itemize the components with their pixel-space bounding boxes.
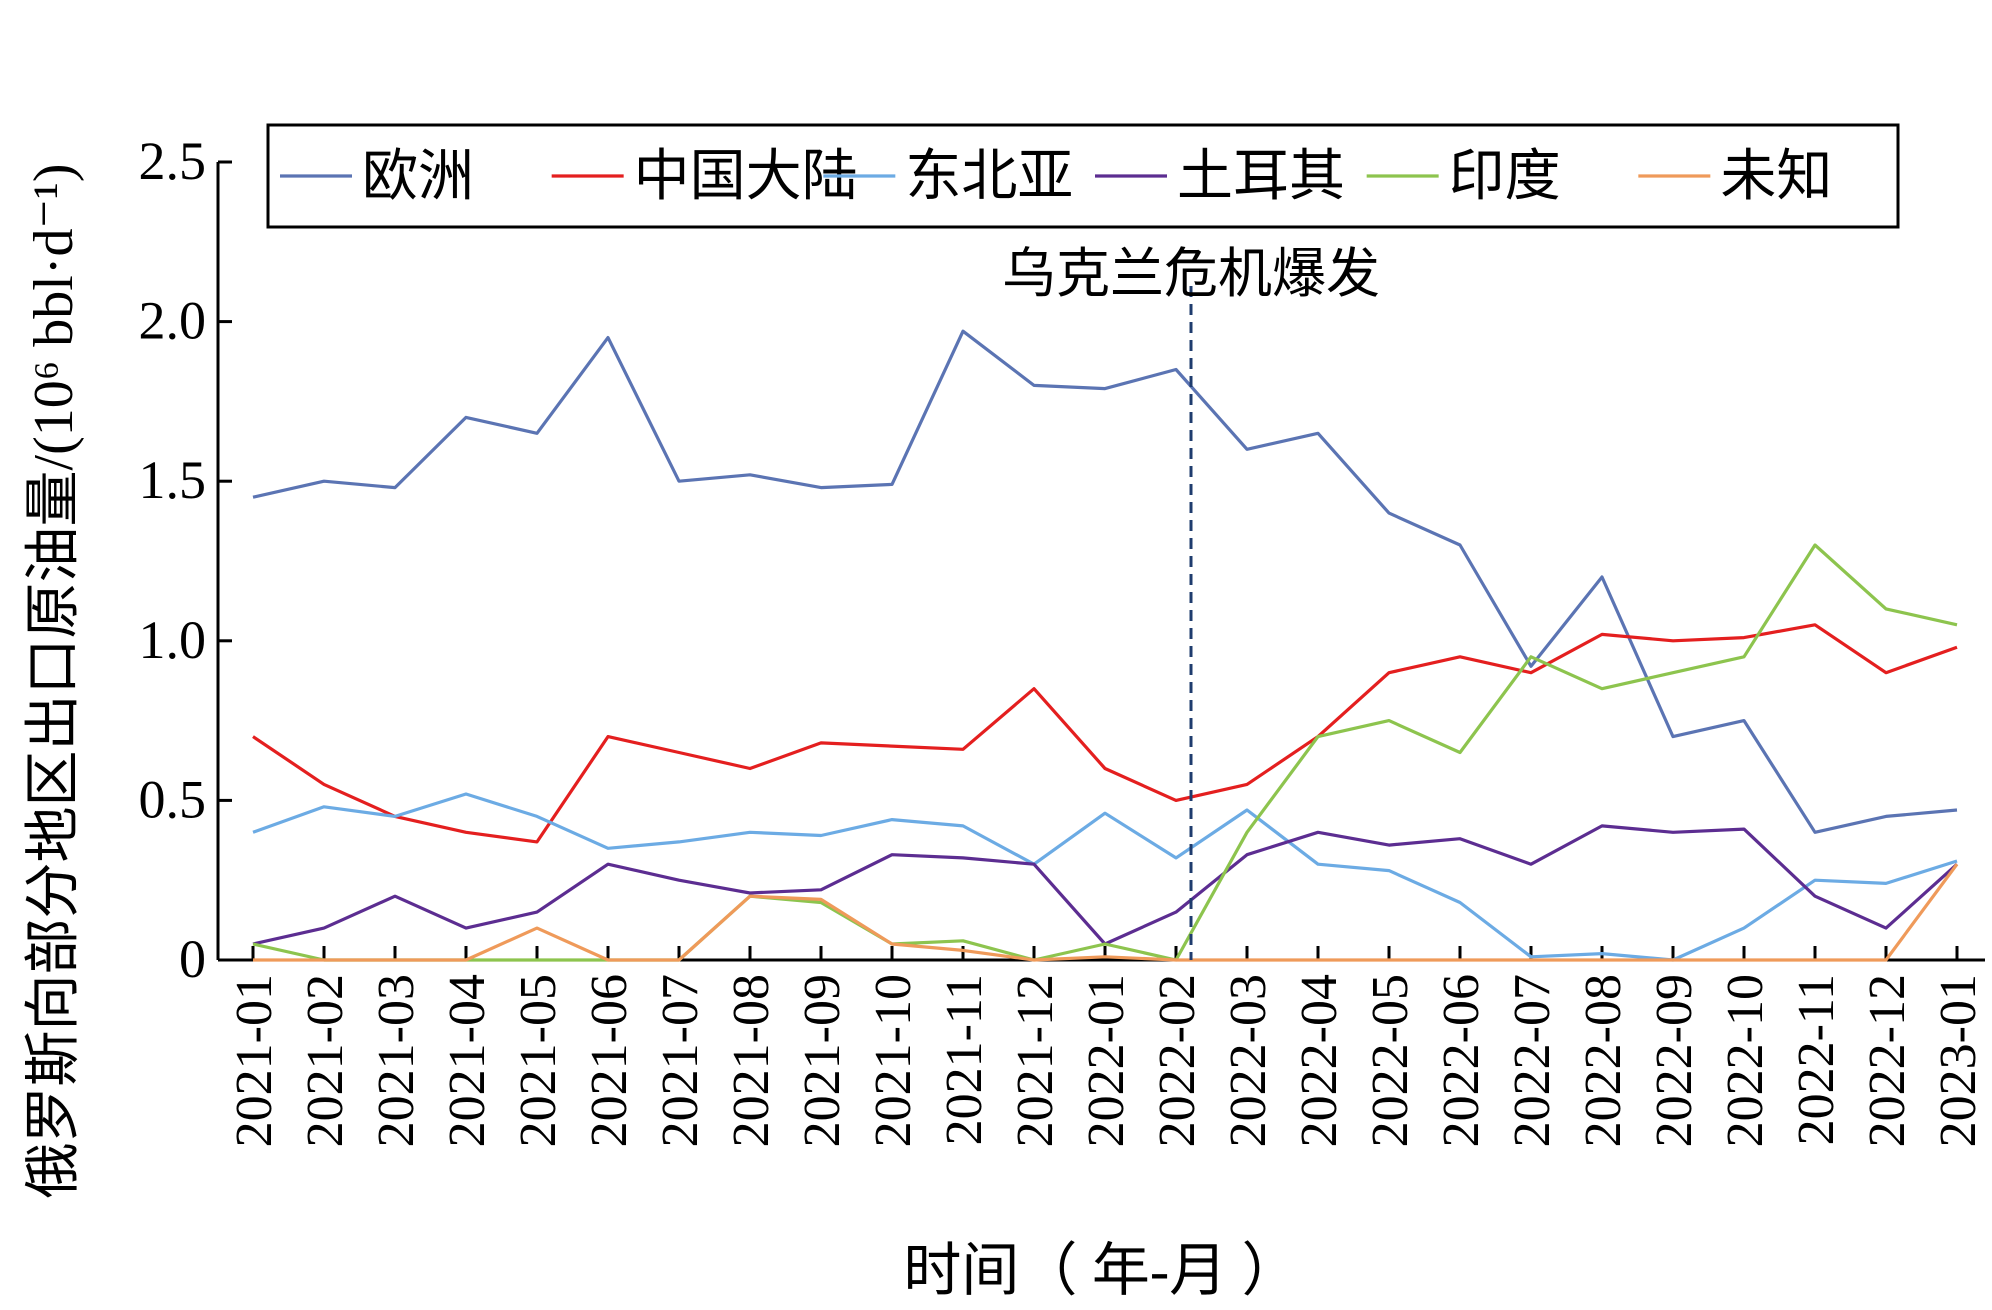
x-tick-label: 2021-11 [936,974,993,1145]
series-lines [252,329,1959,962]
x-tick-label: 2021-08 [723,974,780,1147]
series-line [252,824,1959,946]
x-tick-label: 2022-02 [1149,974,1206,1147]
x-tick-label: 2021-01 [226,974,283,1147]
legend-box [266,123,1900,229]
series-line [252,792,1958,962]
x-axis-title: 时间（ 年-月 ） [903,1238,1299,1303]
x-tick-label: 2021-02 [297,974,354,1147]
series-line [252,543,1958,962]
x-tick-label: 2021-09 [794,974,851,1147]
legend-label: 未知 [1720,146,1832,208]
x-tick-label: 2022-06 [1433,974,1490,1147]
x-tick-label: 2022-04 [1291,974,1348,1147]
x-tick-label: 2022-10 [1717,974,1774,1147]
legend: 欧洲 中国大陆 东北亚 土耳其 印度 未知 [266,123,1900,229]
x-tick-label: 2022-12 [1859,974,1916,1147]
legend-label: 土耳其 [1177,146,1345,208]
series-line [252,623,1958,844]
y-tick-label: 2.5 [139,131,207,191]
x-tick-label: 2022-07 [1504,974,1561,1147]
x-tick-label: 2022-08 [1575,974,1632,1147]
legend-label: 中国大陆 [634,146,858,208]
x-tick-label: 2022-11 [1788,974,1845,1145]
crisis-marker-label: 乌克兰危机爆发 [1002,244,1380,304]
y-tick-label: 1.5 [139,450,207,510]
x-tick-label: 2022-01 [1078,974,1135,1147]
x-tick-label: 2021-05 [510,974,567,1147]
legend-label: 东北亚 [905,146,1073,208]
x-tick-label: 2023-01 [1930,974,1987,1147]
x-tick-label: 2022-05 [1362,974,1419,1147]
y-tick-label: 2.0 [139,291,207,351]
x-tick-label: 2021-03 [368,974,425,1147]
x-tick-label: 2022-09 [1646,974,1703,1147]
x-tick-label: 2021-12 [1007,974,1064,1147]
x-tick-label: 2021-10 [865,974,922,1147]
x-tick-label: 2021-06 [581,974,638,1147]
x-tick-label: 2021-07 [652,974,709,1147]
y-tick-label: 0 [179,929,206,989]
x-tick-label: 2022-03 [1220,974,1277,1147]
series-line [253,863,1959,962]
x-tick-label: 2021-04 [439,974,496,1147]
legend-label: 欧洲 [362,146,474,208]
y-tick-label: 1.0 [139,610,207,670]
crisis-annotation: 乌克兰危机爆发 [1002,244,1380,960]
y-axis-title: 俄罗斯向部分地区出口原油量/(10⁶ bbl·d⁻¹) [23,164,85,1199]
y-tick-label: 0.5 [139,769,207,829]
series-line [252,329,1958,834]
legend-label: 印度 [1449,146,1561,208]
